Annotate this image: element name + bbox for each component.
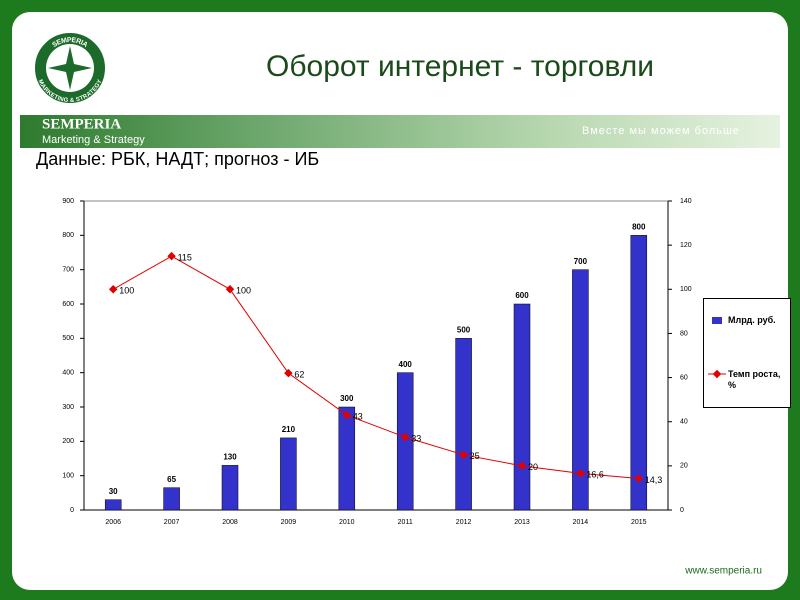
point-label: 33 — [411, 434, 421, 444]
y2-tick-label: 120 — [680, 242, 692, 249]
y-tick-label: 400 — [62, 370, 74, 377]
point — [225, 285, 235, 294]
bar — [104, 499, 122, 511]
bar-label: 65 — [167, 475, 176, 484]
logo-name: SEMPERIA — [42, 116, 121, 132]
y-tick-label: 200 — [62, 438, 74, 445]
bar — [280, 437, 297, 511]
footer: www.semperia.ru — [684, 566, 762, 577]
x-tick-label: 2012 — [456, 519, 472, 526]
point-label: 115 — [178, 253, 192, 263]
y-tick-label: 300 — [62, 404, 74, 411]
logo: SEMPERIA MARKETING & STRATEGY — [33, 31, 107, 105]
y2-tick-label: 40 — [680, 419, 688, 426]
bar-label: 130 — [223, 452, 237, 461]
point-label: 100 — [119, 286, 134, 296]
y2-tick-label: 140 — [680, 198, 692, 205]
bar-label: 300 — [340, 394, 354, 403]
y-tick-label: 700 — [62, 267, 74, 274]
slogan: Вместе мы можем больше — [582, 125, 740, 137]
bar-label: 210 — [282, 425, 296, 434]
legend-swatch — [712, 317, 722, 324]
bar-label: 400 — [399, 360, 413, 369]
y2-tick-label: 80 — [680, 330, 688, 337]
point — [108, 285, 118, 294]
legend-label: Млрд. руб. — [728, 315, 776, 325]
x-tick-label: 2011 — [398, 519, 413, 526]
bar-label: 800 — [632, 222, 646, 231]
y-tick-label: 500 — [62, 335, 74, 342]
y2-tick-label: 0 — [680, 507, 684, 514]
point-label: 14,3 — [645, 475, 663, 485]
bar-label: 600 — [515, 291, 529, 300]
bar — [572, 269, 589, 511]
point — [634, 474, 644, 483]
bar — [630, 235, 648, 511]
y-tick-label: 600 — [62, 301, 74, 308]
x-tick-label: 2007 — [164, 519, 180, 526]
point-label: 25 — [470, 451, 480, 461]
point-label: 20 — [528, 462, 538, 472]
legend: Млрд. руб. Темп роста, % — [703, 298, 791, 408]
x-tick-label: 2006 — [105, 519, 121, 526]
point-label: 62 — [294, 370, 304, 380]
y-tick-label: 900 — [62, 198, 74, 205]
bar — [221, 465, 239, 511]
point — [576, 469, 585, 478]
x-tick-label: 2013 — [514, 519, 530, 526]
bar-label: 30 — [109, 487, 118, 496]
x-tick-label: 2014 — [573, 519, 589, 526]
point-label: 16,6 — [586, 470, 604, 480]
y-tick-label: 800 — [62, 232, 74, 239]
point — [400, 432, 410, 442]
bar — [513, 303, 531, 511]
point-label: 43 — [353, 411, 363, 421]
bar — [338, 406, 356, 511]
point — [459, 450, 468, 460]
point-label: 100 — [236, 286, 251, 296]
y-tick-label: 100 — [62, 473, 74, 480]
y2-tick-label: 20 — [680, 463, 688, 470]
bar — [163, 487, 180, 511]
point — [284, 368, 293, 378]
x-tick-label: 2015 — [631, 519, 647, 526]
point — [167, 251, 176, 261]
point — [342, 410, 352, 420]
x-tick-label: 2008 — [222, 519, 238, 526]
x-tick-label: 2010 — [339, 519, 355, 526]
legend-label: Темп роста, % — [728, 369, 781, 390]
y-tick-label: 0 — [70, 507, 74, 514]
bar-label: 700 — [574, 257, 588, 266]
y2-tick-label: 60 — [680, 374, 688, 381]
slide-title: Оборот интернет - торговли — [266, 50, 654, 83]
line — [112, 255, 639, 479]
legend-line — [708, 369, 726, 379]
banner — [20, 115, 780, 148]
bar-label: 500 — [457, 325, 471, 334]
plot-area — [83, 200, 669, 511]
x-tick-label: 2009 — [281, 519, 297, 526]
point — [517, 461, 527, 471]
chart-subtitle: Данные: РБК, НАДТ; прогноз - ИБ — [36, 149, 319, 169]
y2-tick-label: 100 — [680, 286, 692, 293]
bar — [455, 338, 472, 511]
logo-tagline: Marketing & Strategy — [42, 134, 145, 146]
